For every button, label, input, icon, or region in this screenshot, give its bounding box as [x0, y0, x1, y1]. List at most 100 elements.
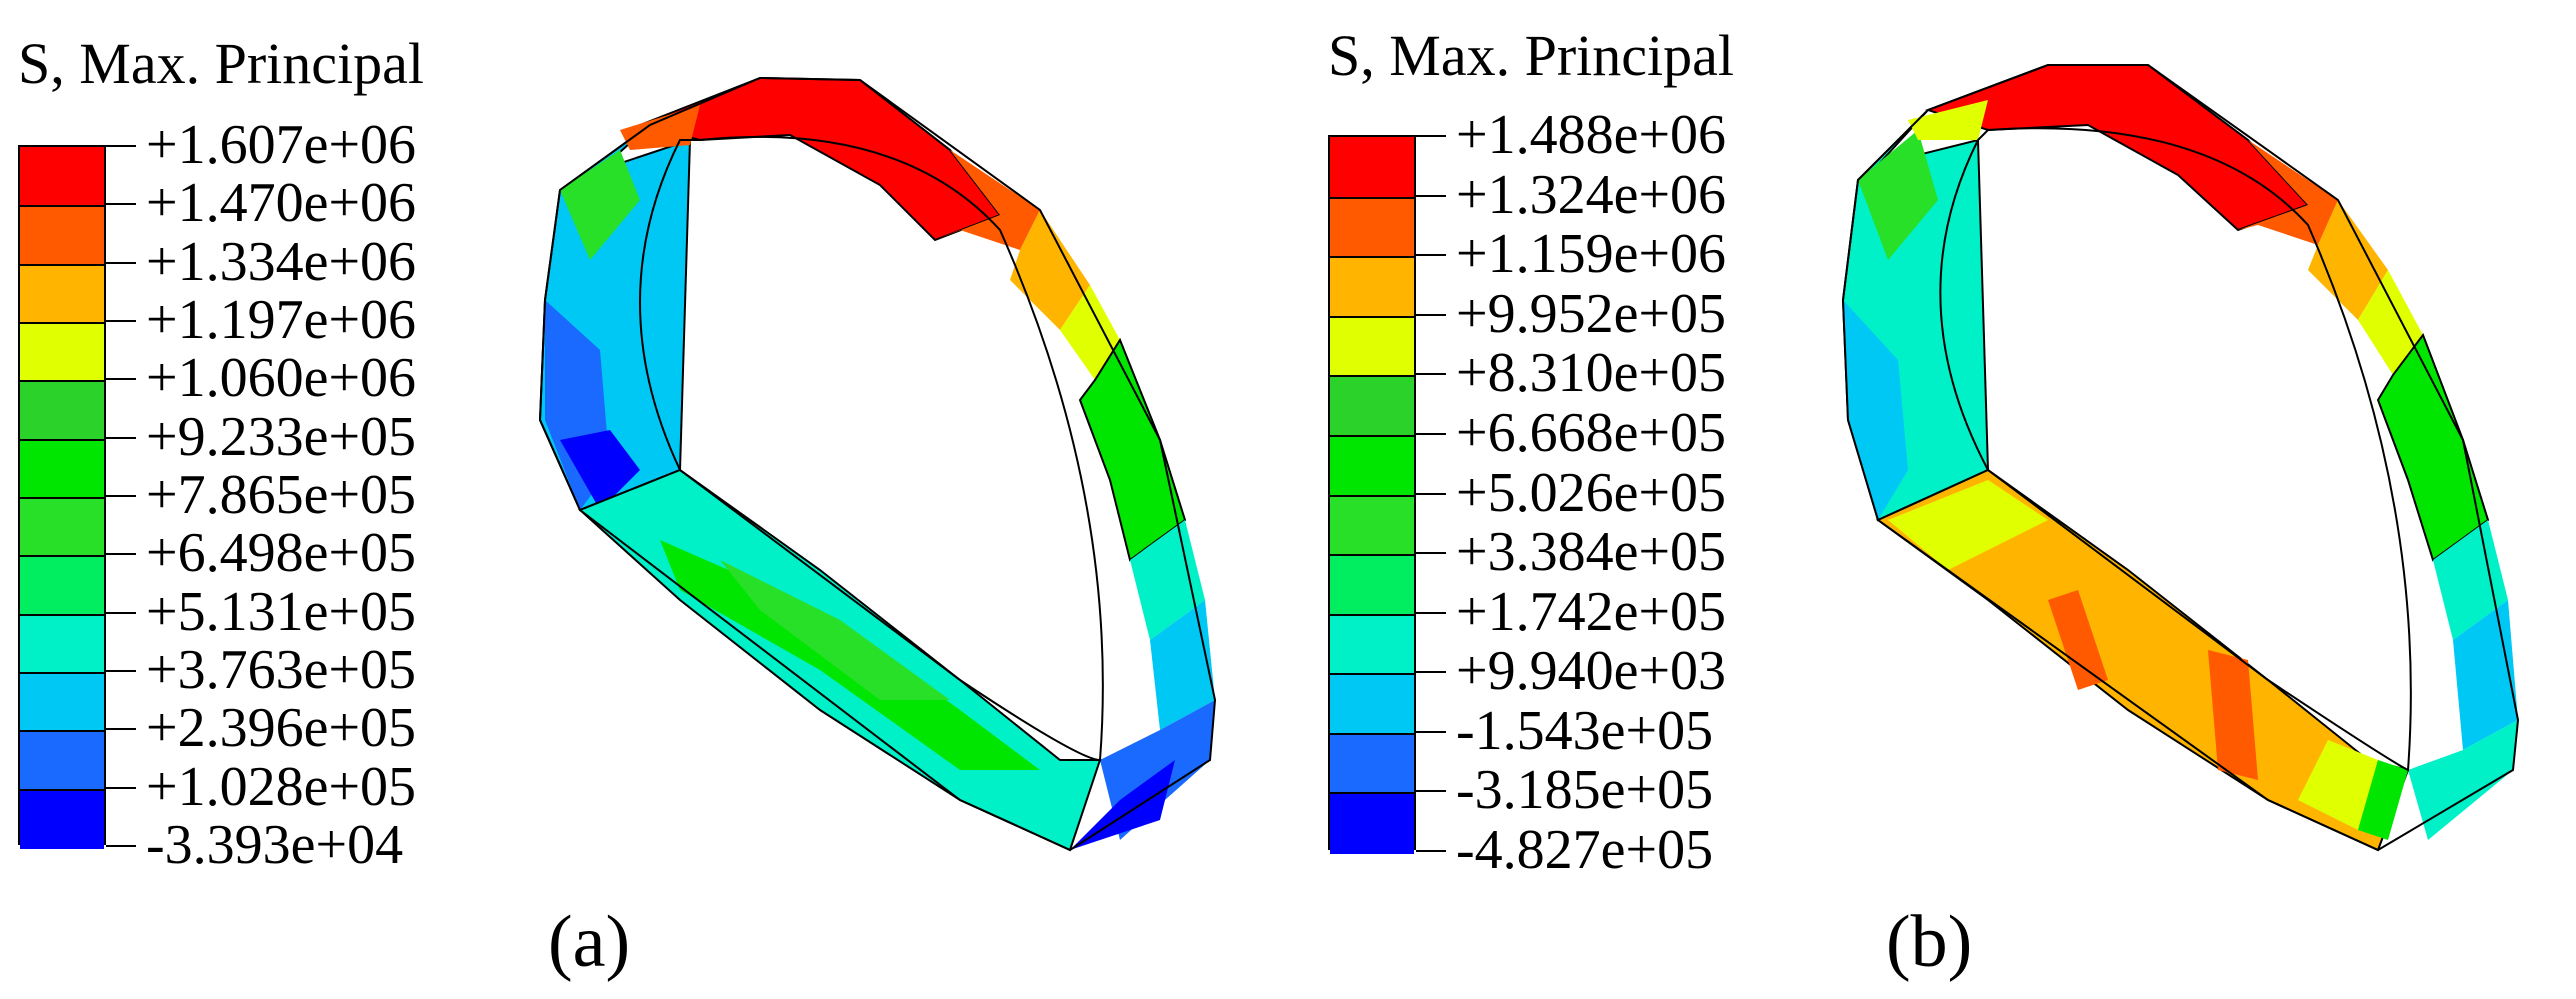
color-band: [20, 555, 104, 616]
tick-mark: [106, 261, 136, 264]
tick-mark: [106, 786, 136, 789]
color-band: [1330, 256, 1414, 318]
ring-top-orange: [2238, 140, 2338, 245]
tick-mark: [106, 203, 136, 206]
tick-label: +1.324e+06: [1456, 163, 1727, 226]
tick-mark: [106, 611, 136, 614]
color-band: [20, 438, 104, 499]
legend-title: S, Max. Principal: [1328, 23, 1734, 88]
color-band: [1330, 613, 1414, 676]
ring-top-orange-left: [620, 105, 700, 150]
tick-mark: [1416, 552, 1446, 555]
legend-title: S, Max. Principal: [18, 31, 424, 96]
color-band: [1330, 673, 1414, 735]
tick-mark: [1416, 373, 1446, 376]
tick-mark: [106, 845, 136, 847]
tick-label: +1.028e+05: [146, 755, 417, 818]
tick-mark: [1416, 432, 1446, 435]
color-bar: [18, 145, 106, 849]
tick-label: +1.060e+06: [146, 347, 417, 410]
ring-top-yellow: [1010, 210, 1090, 330]
color-band: [20, 788, 104, 849]
tick-label: +1.197e+06: [146, 289, 417, 351]
ring-outer-outline: [1841, 64, 2520, 852]
color-band: [20, 730, 104, 791]
color-bar: [1328, 135, 1416, 854]
tick-label: +6.498e+05: [146, 522, 417, 585]
tick-label: +1.607e+06: [146, 114, 417, 176]
color-band: [1330, 315, 1414, 378]
color-band: [1330, 792, 1414, 854]
tick-label: +7.865e+05: [146, 464, 417, 526]
ring-top-red: [1925, 64, 2310, 232]
color-band: [20, 147, 104, 206]
ring-right-green: [1078, 337, 1187, 562]
ring-right-green: [2376, 332, 2490, 562]
color-band: [20, 497, 104, 558]
ring-face-left-deep: [560, 430, 640, 510]
tick-label: -1.543e+05: [1456, 699, 1714, 762]
color-band: [1330, 434, 1414, 497]
tick-label: +8.310e+05: [1456, 342, 1727, 405]
color-band: [20, 322, 104, 383]
ring-contour-plot: [1841, 64, 2520, 852]
ring-bottom-lime: [1888, 480, 2048, 570]
tick-mark: [106, 436, 136, 439]
color-band: [20, 263, 104, 324]
color-band: [1330, 494, 1414, 557]
tick-label: -4.827e+05: [1456, 819, 1714, 881]
tick-mark: [106, 495, 136, 497]
ring-inner-outline: [1939, 127, 2412, 772]
tick-mark: [1416, 730, 1446, 733]
ring-bottom-stripe-2: [2208, 650, 2258, 780]
panel-label: (b): [1886, 901, 1973, 983]
tick-label: +5.026e+05: [1456, 461, 1727, 524]
ring-bottom-lime-right: [2298, 740, 2378, 830]
ring-right-cyan: [1150, 600, 1215, 730]
ring-right-teal: [1130, 520, 1205, 640]
ring-outer-outline: [538, 76, 1217, 852]
tick-label: +1.470e+06: [146, 172, 417, 235]
ring-top-yellow: [2308, 200, 2388, 320]
tick-mark: [1416, 254, 1446, 257]
tick-mark: [106, 670, 136, 672]
ring-face-left-cyan: [1843, 300, 1908, 520]
ring-right-deepblue: [1070, 760, 1175, 850]
ring-top-lime: [2358, 270, 2423, 375]
ring-top-lime: [1060, 285, 1120, 380]
tick-mark: [106, 553, 136, 556]
tick-mark: [1416, 313, 1446, 316]
tick-label: -3.393e+04: [146, 814, 404, 876]
panel-a: S, Max. Principal +1.607e+06 +1.470e+06 +1…: [18, 31, 1217, 983]
ring-top-orange: [935, 150, 1040, 250]
tick-label: +3.763e+05: [146, 639, 417, 701]
panel-b: S, Max. Principal +1.488e+06 +1.324e+06 +1…: [1288, 0, 2576, 999]
tick-mark: [1416, 790, 1446, 793]
ring-face-left-green: [560, 150, 640, 260]
ring-face-left-green: [1858, 130, 1938, 260]
color-band: [20, 672, 104, 733]
tick-mark: [106, 378, 136, 381]
tick-label: +1.159e+06: [1456, 223, 1727, 286]
ring-bottom-lime: [720, 560, 950, 700]
tick-mark: [1416, 492, 1446, 495]
tick-label: +9.233e+05: [146, 405, 417, 468]
color-band: [20, 205, 104, 266]
tick-mark: [106, 145, 136, 147]
tick-label: +5.131e+05: [146, 580, 417, 643]
tick-label: +2.396e+05: [146, 697, 417, 760]
tick-label: +6.668e+05: [1456, 401, 1727, 464]
tick-label: +1.334e+06: [146, 230, 417, 293]
tick-mark: [1416, 135, 1446, 137]
tick-label: -3.185e+05: [1456, 759, 1714, 822]
tick-mark: [1416, 671, 1446, 674]
color-band: [1330, 137, 1414, 197]
tick-label: +3.384e+05: [1456, 521, 1727, 584]
tick-label: +1.742e+05: [1456, 580, 1727, 643]
color-band: [20, 613, 104, 674]
ring-right-teal-low: [2408, 720, 2518, 840]
color-band: [1330, 554, 1414, 616]
panel-label: (a): [548, 901, 631, 983]
ring-top-yellow-left: [1908, 100, 1988, 140]
tick-mark: [1416, 611, 1446, 614]
